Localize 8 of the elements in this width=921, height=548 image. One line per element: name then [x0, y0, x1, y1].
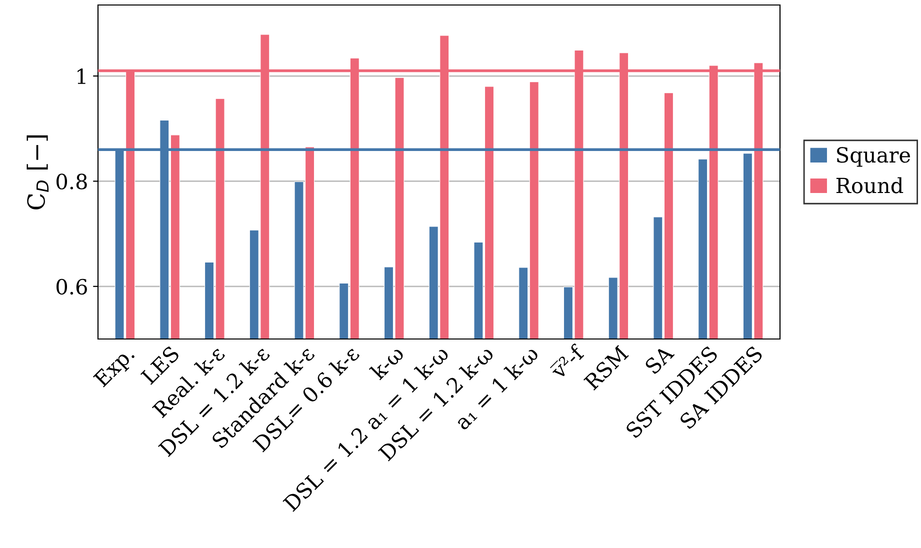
x-tick-label: Exp.	[93, 346, 138, 390]
legend-label: Round	[836, 177, 904, 194]
y-axis-title: C$_{D}$ [−]	[26, 135, 49, 210]
x-tick-label: k-ω	[368, 344, 405, 380]
y-tick-label: 0.6	[56, 278, 87, 295]
legend-label: Square	[837, 146, 910, 167]
y-tick-label: 0.8	[56, 174, 87, 190]
y-tick-label: 1	[78, 68, 86, 84]
